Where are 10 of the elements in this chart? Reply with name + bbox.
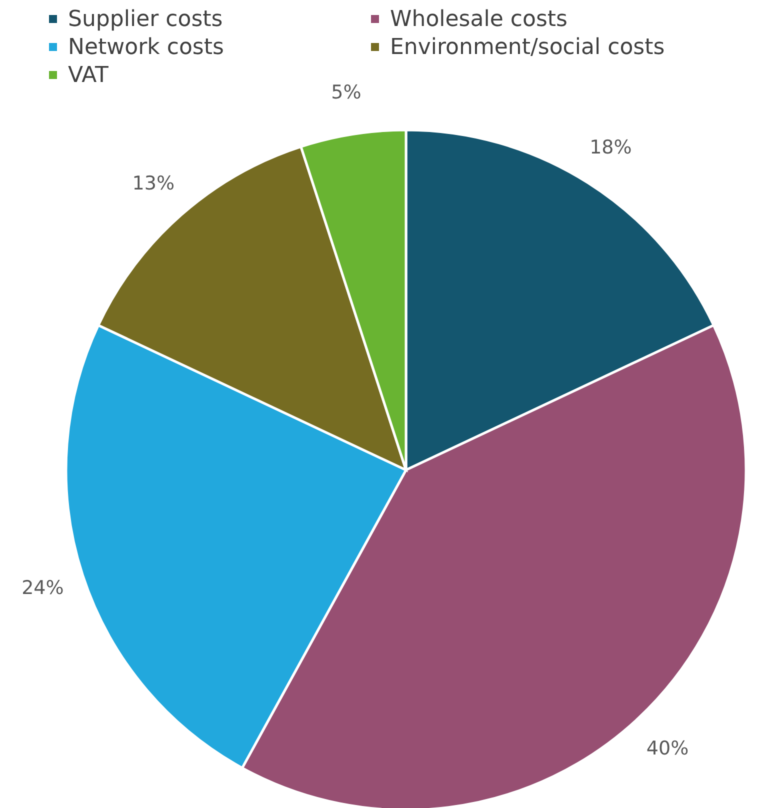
- data-label: 5%: [331, 82, 362, 104]
- data-label: 18%: [590, 136, 632, 158]
- legend-label: Supplier costs: [68, 7, 223, 32]
- data-label: 13%: [132, 172, 174, 194]
- legend-label: Environment/social costs: [390, 35, 665, 60]
- data-label: 40%: [646, 737, 689, 760]
- legend-label: Wholesale costs: [390, 7, 568, 32]
- legend-label: VAT: [68, 63, 109, 88]
- legend-label: Network costs: [68, 35, 224, 60]
- data-label: 24%: [22, 577, 64, 600]
